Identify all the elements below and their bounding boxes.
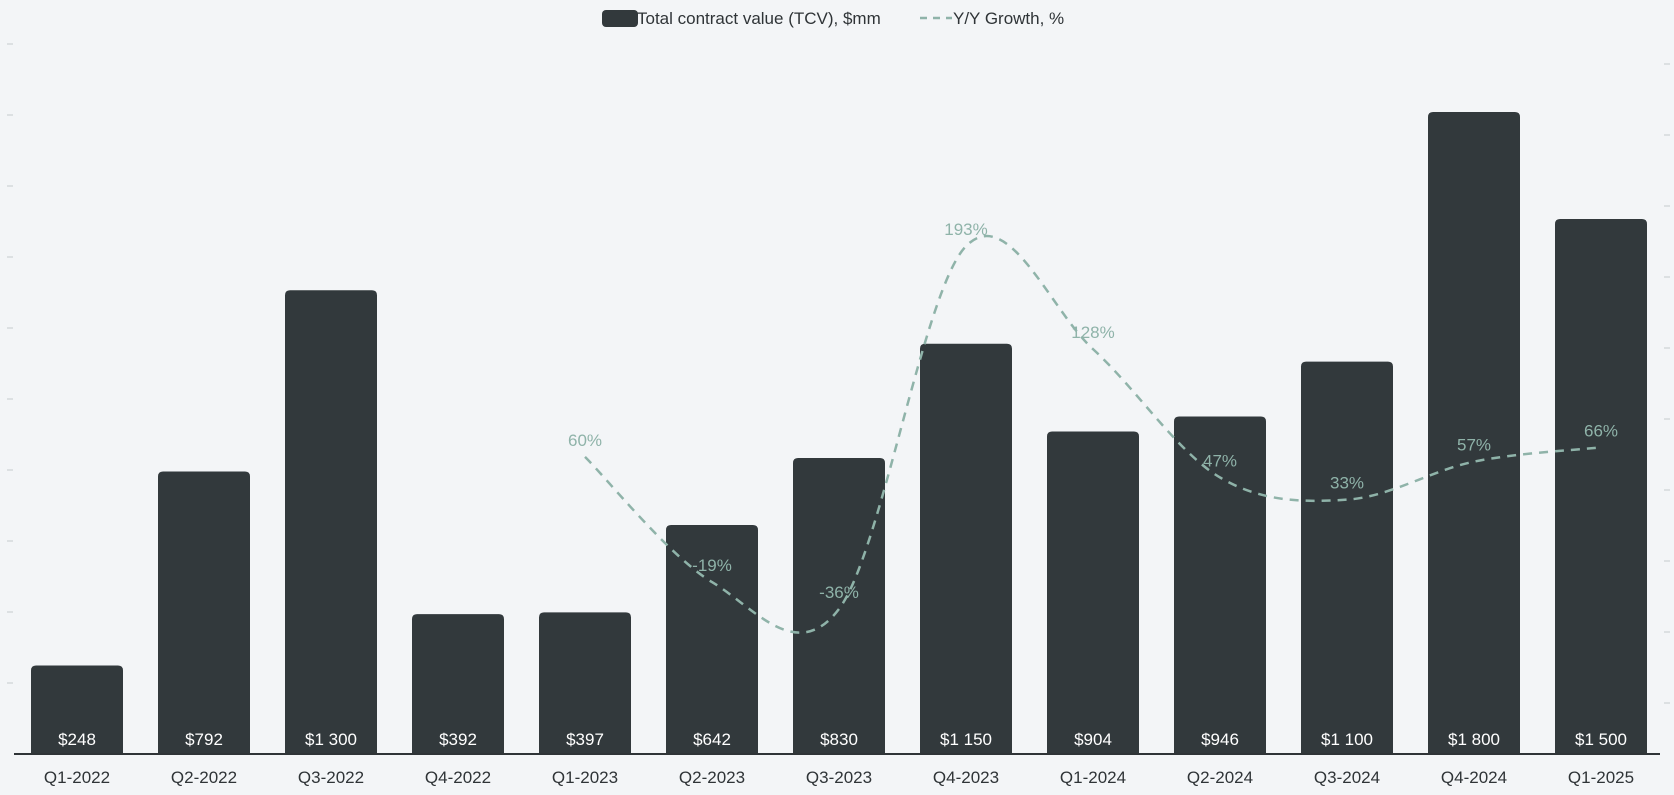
category-label: Q1-2022 bbox=[44, 768, 110, 787]
growth-line bbox=[584, 235, 1602, 634]
legend-swatch-bar bbox=[602, 10, 638, 27]
growth-label: -36% bbox=[819, 583, 859, 602]
bar bbox=[158, 471, 250, 754]
bar-value-label: $1 300 bbox=[305, 730, 357, 749]
growth-label: 193% bbox=[944, 220, 987, 239]
bar-value-label: $1 500 bbox=[1575, 730, 1627, 749]
category-label: Q1-2024 bbox=[1060, 768, 1126, 787]
bar bbox=[920, 343, 1012, 754]
growth-label: -19% bbox=[692, 556, 732, 575]
legend: Total contract value (TCV), $mm Y/Y Grow… bbox=[602, 9, 1064, 28]
bar-value-labels: $248 $792 $1 300 $392 $397 $642 $830 $1 150 $904… bbox=[58, 730, 1627, 749]
category-label: Q1-2023 bbox=[552, 768, 618, 787]
bar-value-label: $1 150 bbox=[940, 730, 992, 749]
category-label: Q4-2024 bbox=[1441, 768, 1507, 787]
legend-label-line: Y/Y Growth, % bbox=[953, 9, 1064, 28]
growth-label: 60% bbox=[568, 431, 602, 450]
bar bbox=[793, 457, 885, 754]
bar-value-label: $397 bbox=[566, 730, 604, 749]
growth-label: 128% bbox=[1071, 323, 1114, 342]
category-label: Q3-2022 bbox=[298, 768, 364, 787]
bar bbox=[1301, 361, 1393, 754]
axis-ticks bbox=[7, 43, 1670, 704]
category-label: Q2-2022 bbox=[171, 768, 237, 787]
bar-value-label: $904 bbox=[1074, 730, 1112, 749]
category-labels: Q1-2022 Q2-2022 Q3-2022 Q4-2022 Q1-2023 Q2-20… bbox=[44, 768, 1634, 787]
growth-labels: 60% -19% -36% 193% 128% 47% 33% 57% 66% bbox=[568, 220, 1618, 602]
bar-value-label: $792 bbox=[185, 730, 223, 749]
growth-label: 66% bbox=[1584, 421, 1618, 440]
bar-value-label: $248 bbox=[58, 730, 96, 749]
bar-value-label: $1 800 bbox=[1448, 730, 1500, 749]
category-label: Q2-2023 bbox=[679, 768, 745, 787]
category-label: Q4-2022 bbox=[425, 768, 491, 787]
bar bbox=[1428, 111, 1520, 754]
category-label: Q3-2024 bbox=[1314, 768, 1380, 787]
bar bbox=[31, 665, 123, 754]
category-label: Q1-2025 bbox=[1568, 768, 1634, 787]
category-label: Q2-2024 bbox=[1187, 768, 1253, 787]
legend-label-bar: Total contract value (TCV), $mm bbox=[637, 9, 881, 28]
bar bbox=[412, 614, 504, 754]
bar-value-label: $1 100 bbox=[1321, 730, 1373, 749]
bar bbox=[285, 290, 377, 754]
bars bbox=[31, 111, 1647, 754]
bar-value-label: $946 bbox=[1201, 730, 1239, 749]
bar bbox=[539, 612, 631, 754]
category-label: Q4-2023 bbox=[933, 768, 999, 787]
growth-label: 33% bbox=[1330, 474, 1364, 493]
bar-value-label: $392 bbox=[439, 730, 477, 749]
bar-value-label: $830 bbox=[820, 730, 858, 749]
category-label: Q3-2023 bbox=[806, 768, 872, 787]
growth-label: 47% bbox=[1203, 451, 1237, 470]
bar bbox=[1555, 218, 1647, 754]
bar-value-label: $642 bbox=[693, 730, 731, 749]
growth-label: 57% bbox=[1457, 436, 1491, 455]
bar bbox=[666, 524, 758, 754]
bar bbox=[1174, 416, 1266, 754]
bar bbox=[1047, 431, 1139, 754]
